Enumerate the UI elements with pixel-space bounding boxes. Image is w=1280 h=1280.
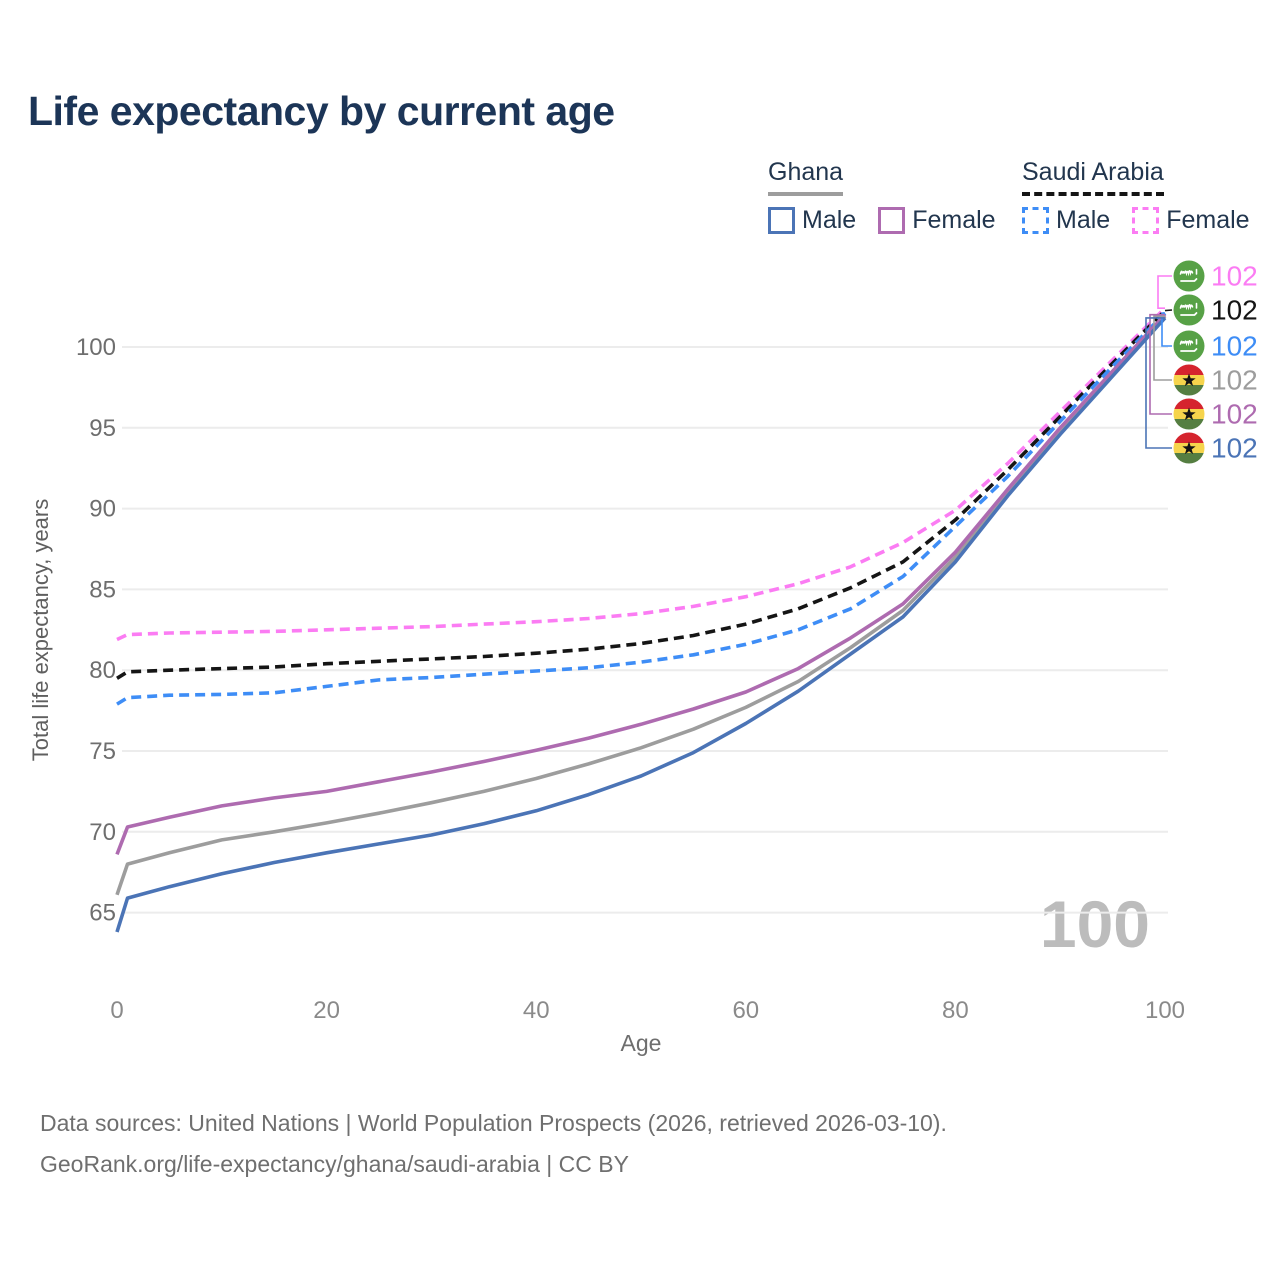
y-axis-title: Total life expectancy, years <box>28 499 53 762</box>
legend-label-saudi-female: Female <box>1166 206 1250 234</box>
ghana-black-star <box>1182 441 1196 455</box>
ghana-green-stripe <box>1173 453 1205 464</box>
saudi-sword <box>1180 312 1198 316</box>
footer-data-sources: Data sources: United Nations | World Pop… <box>40 1110 947 1136</box>
end-label-connector <box>1149 313 1172 415</box>
saudi-shahada-script <box>1179 338 1198 347</box>
ghana-black-star <box>1182 373 1196 387</box>
legend-group-ghana: Ghana Male Female <box>768 158 1018 235</box>
flag-icon-saudi <box>1173 260 1205 292</box>
legend-label-saudi-male: Male <box>1056 206 1111 234</box>
y-tick-label-80: 80 <box>89 657 116 684</box>
footer-attribution: GeoRank.org/life-expectancy/ghana/saudi-… <box>40 1151 629 1177</box>
saudi-sword <box>1180 348 1198 352</box>
ghana-flag-stripes <box>1173 432 1205 464</box>
legend-swatch-saudi-male <box>1022 207 1049 234</box>
legend-group-title-ghana: Ghana <box>768 158 844 196</box>
x-tick-label-80: 80 <box>942 997 969 1024</box>
end-label-connector <box>1157 275 1172 309</box>
legend-row-saudi-arabia: Male Female <box>1022 206 1272 235</box>
ghana-red-stripe <box>1173 432 1205 443</box>
ghana-flag-stripes <box>1173 398 1205 430</box>
legend-label-ghana-male: Male <box>802 206 857 234</box>
ghana-red-stripe <box>1173 364 1205 375</box>
series-line-saudi-arabia-female <box>116 306 1167 642</box>
end-label-connector <box>1153 315 1172 381</box>
saudi-green-circle <box>1173 294 1205 326</box>
flag-icon-ghana <box>1173 432 1205 464</box>
y-tick-label-70: 70 <box>89 819 116 846</box>
y-tick-label-85: 85 <box>89 576 116 603</box>
ghana-green-stripe <box>1173 385 1205 396</box>
end-label-saudi-arabia-female: 102 <box>1211 261 1258 292</box>
y-tick-label-65: 65 <box>89 900 116 927</box>
axis-max-watermark: 100 <box>1040 887 1150 961</box>
end-label-connector <box>1145 317 1172 449</box>
y-tick-label-90: 90 <box>89 496 116 523</box>
flag-icon-saudi <box>1173 330 1205 362</box>
saudi-shahada-script <box>1179 302 1198 311</box>
series-line-saudi-arabia-male <box>116 311 1167 706</box>
series-line-saudi-arabia-both-sexes <box>116 309 1167 680</box>
end-label-connector <box>1164 309 1173 312</box>
footer: Data sources: United Nations | World Pop… <box>40 1103 947 1185</box>
x-tick-label-20: 20 <box>313 997 340 1024</box>
x-tick-label-0: 0 <box>110 997 123 1024</box>
end-label-ghana-female: 102 <box>1211 399 1258 430</box>
flag-icon-ghana <box>1173 398 1205 430</box>
ghana-black-star <box>1182 407 1196 421</box>
flag-icon-ghana <box>1173 364 1205 396</box>
x-tick-label-100: 100 <box>1145 997 1185 1024</box>
saudi-sword <box>1180 278 1198 282</box>
legend-swatch-ghana-male <box>768 207 795 234</box>
series-line-ghana-both-sexes <box>115 315 1167 896</box>
series-line-ghana-male <box>115 316 1167 933</box>
ghana-red-stripe <box>1173 398 1205 409</box>
page-title: Life expectancy by current age <box>28 88 615 134</box>
series-line-ghana-female <box>115 313 1167 856</box>
saudi-shahada-script <box>1179 268 1198 277</box>
legend-group-saudi-arabia: Saudi Arabia Male Female <box>1022 158 1272 235</box>
saudi-green-circle <box>1173 260 1205 292</box>
end-label-saudi-arabia-male: 102 <box>1211 331 1258 362</box>
end-label-connector <box>1161 312 1172 347</box>
flag-icon-saudi <box>1173 294 1205 326</box>
x-tick-label-40: 40 <box>523 997 550 1024</box>
x-axis-title: Age <box>621 1030 662 1056</box>
legend-swatch-saudi-female <box>1132 207 1160 234</box>
legend-label-ghana-female: Female <box>912 206 996 234</box>
x-tick-label-60: 60 <box>732 997 759 1024</box>
legend-group-title-saudi-arabia: Saudi Arabia <box>1022 158 1164 196</box>
legend-swatch-ghana-female <box>878 207 906 234</box>
y-tick-label-95: 95 <box>89 415 116 442</box>
y-tick-label-75: 75 <box>89 738 116 765</box>
legend-row-ghana: Male Female <box>768 206 1018 235</box>
ghana-green-stripe <box>1173 419 1205 430</box>
ghana-flag-stripes <box>1173 364 1205 396</box>
saudi-green-circle <box>1173 330 1205 362</box>
end-label-ghana-male: 102 <box>1211 433 1258 464</box>
end-label-ghana-both-sexes: 102 <box>1211 365 1258 396</box>
end-label-saudi-arabia-both-sexes: 102 <box>1211 295 1258 326</box>
y-tick-label-100: 100 <box>76 334 116 361</box>
